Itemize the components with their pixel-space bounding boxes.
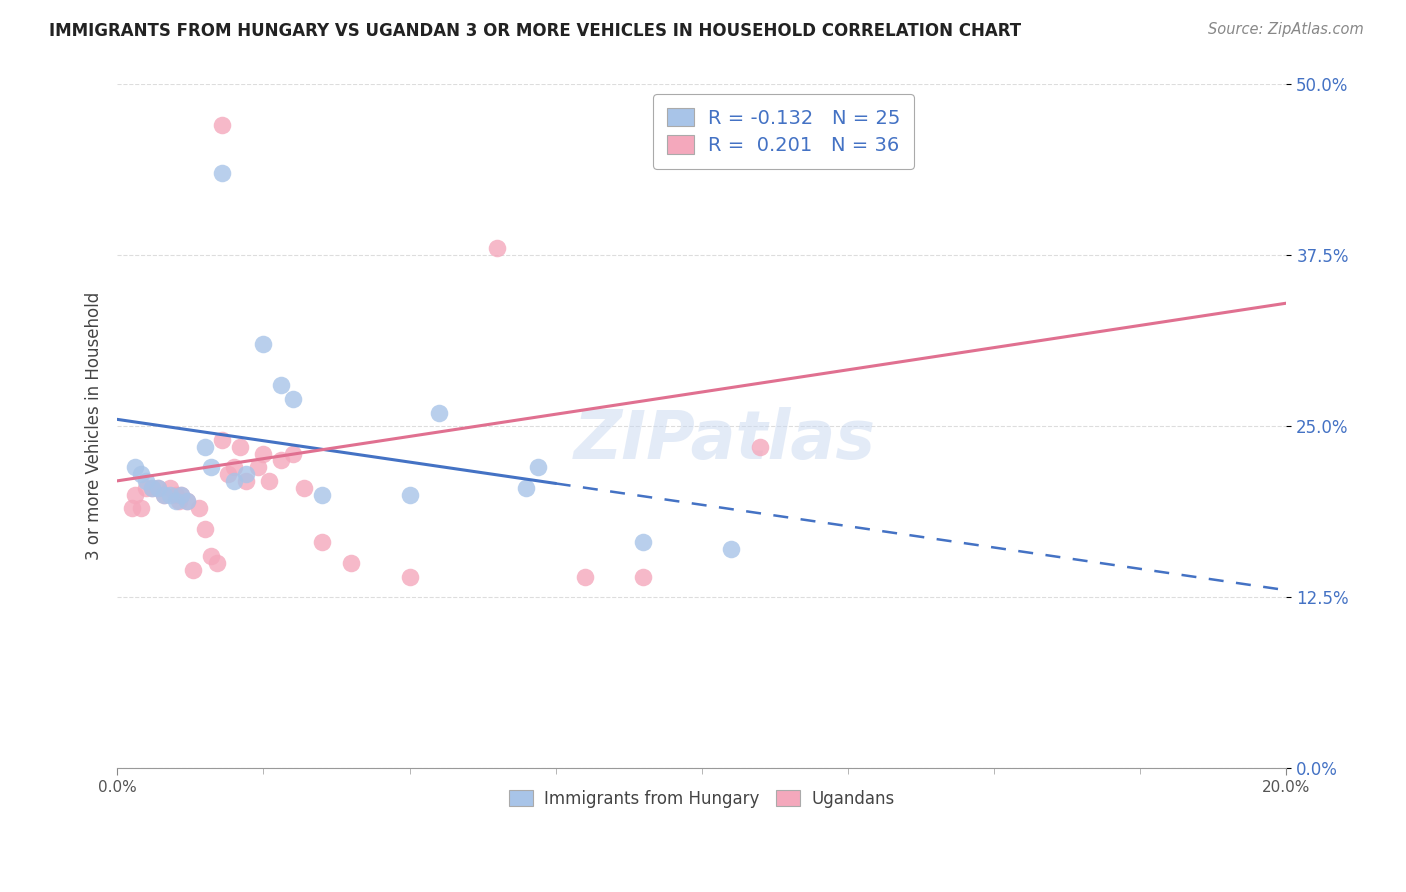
Y-axis label: 3 or more Vehicles in Household: 3 or more Vehicles in Household: [86, 292, 103, 560]
Point: [281, 392, 304, 406]
Point: [165, 494, 187, 508]
Point: [153, 487, 176, 501]
Point: [211, 433, 233, 447]
Point: [224, 460, 246, 475]
Point: [257, 474, 280, 488]
Point: [527, 460, 550, 475]
Point: [281, 446, 304, 460]
Point: [235, 467, 257, 481]
Text: IMMIGRANTS FROM HUNGARY VS UGANDAN 3 OR MORE VEHICLES IN HOUSEHOLD CORRELATION C: IMMIGRANTS FROM HUNGARY VS UGANDAN 3 OR …: [49, 22, 1021, 40]
Point: [211, 166, 233, 180]
Point: [153, 487, 176, 501]
Text: Source: ZipAtlas.com: Source: ZipAtlas.com: [1208, 22, 1364, 37]
Point: [633, 569, 655, 583]
Point: [159, 481, 181, 495]
Point: [141, 481, 163, 495]
Point: [146, 481, 169, 495]
Point: [427, 405, 450, 419]
Point: [515, 481, 537, 495]
Point: [311, 535, 333, 549]
Point: [574, 569, 596, 583]
Point: [167, 494, 190, 508]
Point: [170, 487, 193, 501]
Point: [246, 460, 269, 475]
Point: [200, 460, 222, 475]
Point: [121, 501, 143, 516]
Point: [135, 481, 157, 495]
Point: [486, 242, 509, 256]
Point: [176, 494, 198, 508]
Point: [135, 474, 157, 488]
Point: [235, 474, 257, 488]
Point: [176, 494, 198, 508]
Point: [124, 460, 146, 475]
Point: [141, 481, 163, 495]
Point: [292, 481, 315, 495]
Point: [129, 467, 152, 481]
Point: [170, 487, 193, 501]
Point: [252, 337, 274, 351]
Point: [165, 487, 187, 501]
Point: [181, 563, 204, 577]
Point: [205, 556, 228, 570]
Point: [720, 542, 742, 557]
Point: [252, 446, 274, 460]
Point: [188, 501, 211, 516]
Point: [146, 481, 169, 495]
Text: ZIPatlas: ZIPatlas: [574, 407, 876, 473]
Point: [270, 453, 292, 467]
Point: [229, 440, 252, 454]
Point: [124, 487, 146, 501]
Point: [398, 569, 420, 583]
Legend: Immigrants from Hungary, Ugandans: Immigrants from Hungary, Ugandans: [502, 783, 901, 814]
Point: [749, 440, 772, 454]
Point: [211, 119, 233, 133]
Point: [340, 556, 363, 570]
Point: [270, 378, 292, 392]
Point: [398, 487, 420, 501]
Point: [311, 487, 333, 501]
Point: [194, 440, 217, 454]
Point: [200, 549, 222, 563]
Point: [217, 467, 239, 481]
Point: [633, 535, 655, 549]
Point: [129, 501, 152, 516]
Point: [159, 487, 181, 501]
Point: [194, 522, 217, 536]
Point: [224, 474, 246, 488]
